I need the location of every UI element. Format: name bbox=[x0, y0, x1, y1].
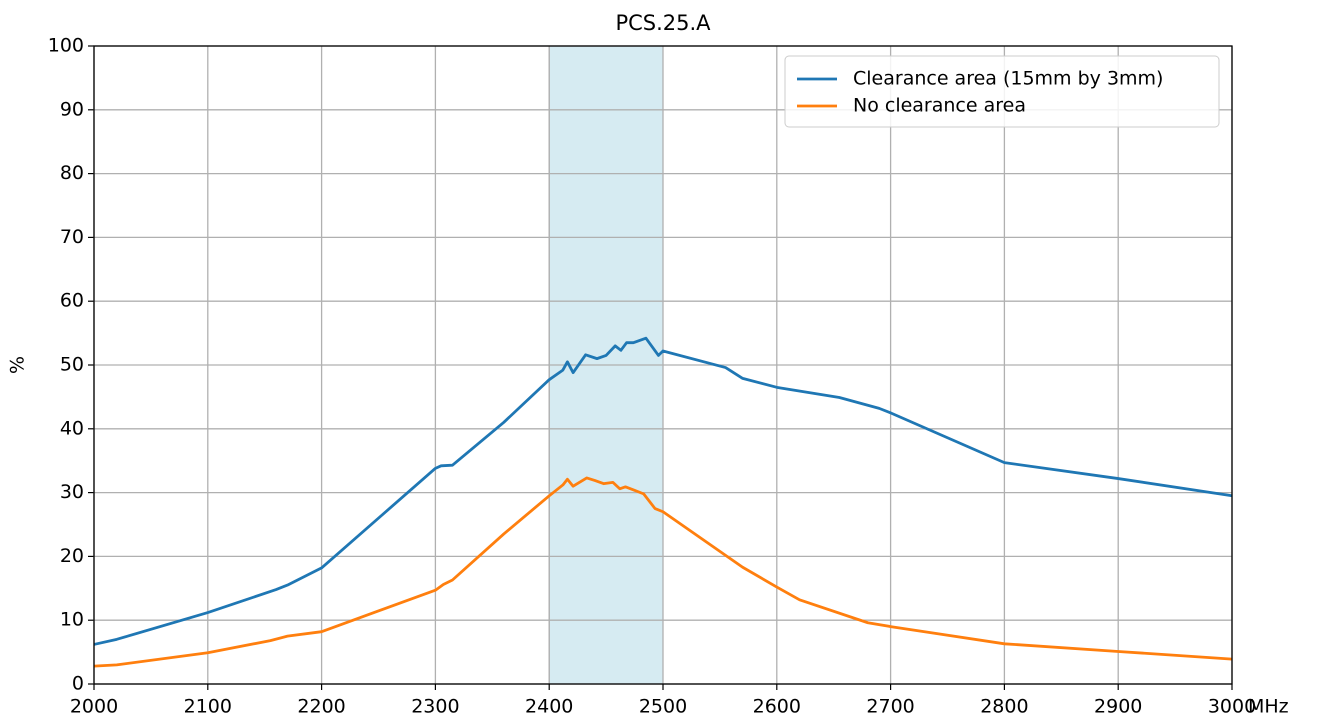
y-tick-label: 40 bbox=[60, 417, 84, 439]
y-tick-label: 70 bbox=[60, 226, 84, 248]
x-tick-label: 2200 bbox=[297, 696, 345, 718]
legend-label: Clearance area (15mm by 3mm) bbox=[853, 68, 1163, 90]
legend: Clearance area (15mm by 3mm) No clearance… bbox=[784, 55, 1220, 128]
y-tick-label: 10 bbox=[60, 609, 84, 631]
x-tick-label: 2800 bbox=[980, 696, 1028, 718]
x-tick-label: 2500 bbox=[639, 696, 687, 718]
x-tick-label: 2900 bbox=[1094, 696, 1142, 718]
y-tick-label: 30 bbox=[60, 481, 84, 503]
y-tick-label: 90 bbox=[60, 98, 84, 120]
legend-label: No clearance area bbox=[853, 95, 1026, 117]
x-tick-label: 2100 bbox=[184, 696, 232, 718]
y-tick-label: 20 bbox=[60, 545, 84, 567]
series-line bbox=[93, 336, 1233, 646]
x-tick-label: 2300 bbox=[411, 696, 459, 718]
y-tick-label: 50 bbox=[60, 354, 84, 376]
x-tick-label: 2000 bbox=[70, 696, 118, 718]
y-tick-label: 0 bbox=[72, 673, 84, 695]
chart-title: PCS.25.A bbox=[615, 11, 711, 35]
x-axis-unit: MHz bbox=[1248, 696, 1289, 718]
y-tick-label: 60 bbox=[60, 290, 84, 312]
series-line bbox=[93, 476, 1233, 668]
x-tick-label: 2700 bbox=[866, 696, 914, 718]
y-tick-label: 80 bbox=[60, 162, 84, 184]
y-tick-label: 100 bbox=[48, 35, 84, 57]
x-tick-label: 2400 bbox=[525, 696, 573, 718]
x-tick-label: 2600 bbox=[753, 696, 801, 718]
x-tick-label: 3000 bbox=[1208, 696, 1256, 718]
y-axis-label: % bbox=[7, 356, 29, 374]
legend-box bbox=[784, 55, 1220, 128]
plot-frame bbox=[93, 45, 1233, 685]
